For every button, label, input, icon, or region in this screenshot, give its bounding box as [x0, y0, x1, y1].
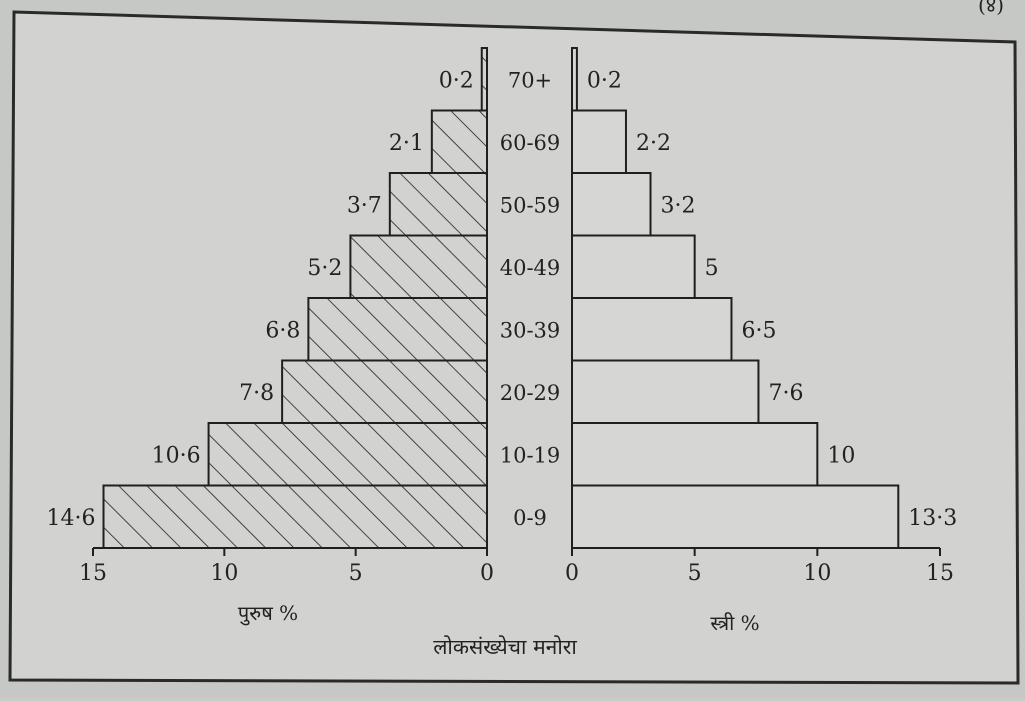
male-value-label-70+: 0·2: [439, 68, 474, 93]
female-bars-group: [571, 47, 900, 549]
male-bar-0-9: [102, 484, 489, 549]
female-value-label-20-29: 7·6: [768, 381, 803, 406]
right-tick-label-5: 5: [688, 561, 702, 586]
male-value-label-30-39: 6·8: [265, 318, 300, 343]
right-axis-label: स्त्री %: [710, 611, 759, 635]
value-labels-group: 14·6 13·3 0-9 10·6 10 10-19 7·8 7·6 20-29 6·8 6·5 3…: [47, 68, 958, 531]
age-group-label-0-9: 0-9: [513, 506, 547, 530]
age-group-label-60-69: 60-69: [500, 131, 561, 155]
female-bar-30-39: [571, 297, 733, 362]
female-bar-10-19: [571, 422, 819, 487]
age-group-label-40-49: 40-49: [500, 256, 561, 280]
male-bar-10-19: [207, 422, 488, 487]
female-bar-20-29: [571, 359, 760, 424]
age-group-label-70+: 70+: [508, 68, 552, 92]
male-bar-20-29: [281, 359, 488, 424]
chart-frame: [8, 10, 1020, 685]
female-bar-60-69: [571, 109, 627, 174]
age-group-label-10-19: 10-19: [500, 443, 561, 467]
left-tick-label-5: 5: [349, 561, 363, 586]
male-value-label-60-69: 2·1: [389, 131, 424, 156]
male-value-label-20-29: 7·8: [239, 381, 274, 406]
male-bar-30-39: [307, 297, 488, 362]
age-group-label-50-59: 50-59: [500, 193, 561, 217]
age-group-label-20-29: 20-29: [500, 381, 561, 405]
female-bar-70+: [571, 47, 578, 112]
left-tick-label-15: 15: [79, 561, 107, 586]
right-tick-label-15: 15: [926, 561, 954, 586]
female-value-label-70+: 0·2: [587, 68, 622, 93]
chart-title: लोकसंख्येचा मनोरा: [433, 635, 577, 659]
female-value-label-10-19: 10: [827, 443, 855, 468]
male-value-label-10-19: 10·6: [152, 443, 201, 468]
right-tick-label-0: 0: [565, 561, 579, 586]
female-bar-0-9: [571, 484, 900, 549]
axes-group: 15 10 5 0 0 5 10 15: [79, 547, 954, 586]
female-bar-50-59: [571, 172, 652, 237]
female-value-label-50-59: 3·2: [661, 193, 696, 218]
age-group-label-30-39: 30-39: [500, 318, 561, 342]
male-bar-70+: [480, 47, 489, 112]
male-value-label-40-49: 5·2: [307, 256, 342, 281]
female-value-label-60-69: 2·2: [636, 131, 671, 156]
left-tick-label-10: 10: [210, 561, 238, 586]
female-bar-40-49: [571, 234, 696, 299]
left-tick-label-0: 0: [480, 561, 494, 586]
corner-mark: (४): [978, 0, 1004, 17]
right-tick-label-10: 10: [803, 561, 831, 586]
male-bar-50-59: [388, 172, 488, 237]
male-bar-40-49: [349, 234, 488, 299]
left-axis-label: पुरुष %: [238, 601, 298, 626]
male-value-label-50-59: 3·7: [347, 193, 382, 218]
male-bars-group: [102, 47, 489, 549]
male-value-label-0-9: 14·6: [47, 506, 96, 531]
male-bar-60-69: [430, 109, 488, 174]
female-value-label-30-39: 6·5: [741, 318, 776, 343]
female-value-label-40-49: 5: [705, 256, 719, 281]
female-value-label-0-9: 13·3: [908, 506, 957, 531]
